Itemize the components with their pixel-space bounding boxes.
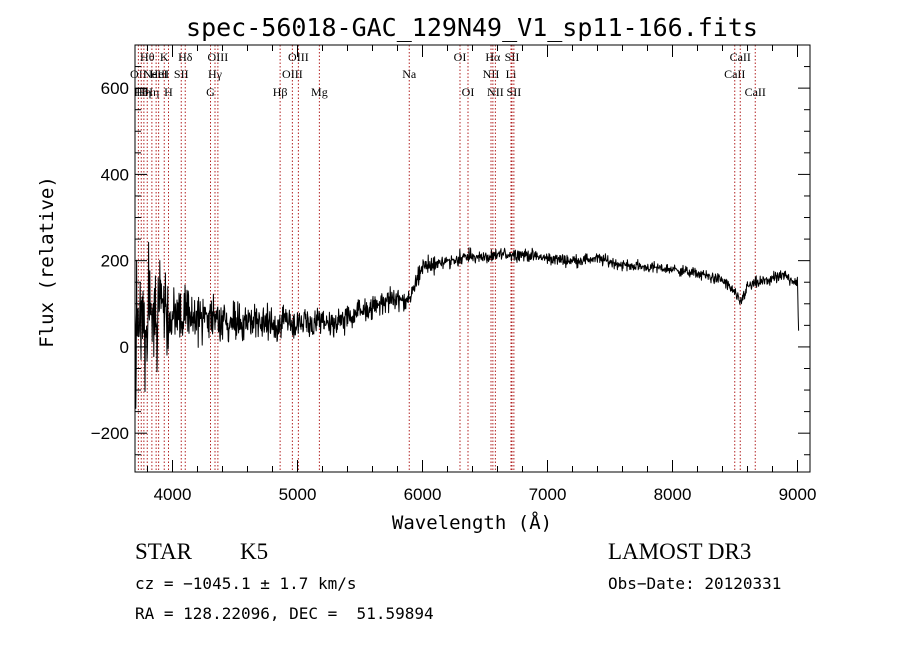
x-tick-label: 6000	[404, 485, 442, 504]
spectral-line-label: CaII	[745, 85, 766, 99]
spectral-line-label: Hη	[144, 85, 159, 99]
redshift-label: cz = −1045.1 ± 1.7 km/s	[135, 574, 357, 593]
spectral-line-label: CaII	[730, 50, 751, 64]
spectral-lines-layer: OIIHθHηHθHηNeIIIHeIKHSIIHδGHγOIIIHβOIIIO…	[130, 45, 766, 472]
spectrum-line	[134, 241, 800, 409]
spectral-line-label: HeI	[150, 67, 168, 81]
obs-date-label: Obs−Date: 20120331	[608, 574, 782, 593]
spectral-line-label: OII	[130, 67, 147, 81]
y-tick-label: −200	[91, 424, 129, 443]
x-tick-label: 8000	[654, 485, 692, 504]
spectral-line-label: G	[206, 85, 215, 99]
y-tick-label: 200	[101, 252, 129, 271]
spectral-line-label: Hα	[485, 50, 501, 64]
spectral-line-label: NII	[487, 85, 504, 99]
spectral-line-label: Hβ	[273, 85, 288, 99]
x-axis-label: Wavelength (Å)	[392, 511, 552, 534]
coordinates-label: RA = 128.22096, DEC = 51.59894	[135, 604, 434, 623]
spectral-line-label: OIII	[208, 50, 229, 64]
x-tick-label: 7000	[529, 485, 567, 504]
spectral-line-label: CaII	[724, 67, 745, 81]
y-tick-label: 600	[101, 79, 129, 98]
x-tick-label: 4000	[154, 485, 192, 504]
spectral-line-label: SII	[507, 85, 522, 99]
spectral-line-label: Li	[506, 67, 517, 81]
chart-title: spec-56018-GAC_129N49_V1_sp11-166.fits	[186, 13, 758, 42]
class-label: STAR	[135, 539, 192, 564]
y-tick-label: 0	[120, 338, 129, 357]
subclass-label: K5	[240, 539, 269, 564]
spectral-line-label: OI	[462, 85, 475, 99]
survey-label: LAMOST DR3	[608, 539, 752, 564]
spectral-line-label: Hδ	[178, 50, 193, 64]
spectral-line-label: Hγ	[208, 67, 223, 81]
spectral-line-label: SII	[174, 67, 189, 81]
x-tick-label: 9000	[779, 485, 817, 504]
spectrum-layer	[134, 241, 800, 409]
spectral-line-label: K	[160, 50, 169, 64]
spectral-line-label: OIII	[288, 50, 309, 64]
axis-ticks-layer: 4000 5000 6000 7000 8000 9000 −200 0 200 400 600	[91, 44, 817, 504]
spectral-line-label: H	[164, 85, 173, 99]
spectral-line-label: Hθ	[140, 50, 155, 64]
spectral-line-label: OI	[454, 50, 467, 64]
spectral-line-label: SII	[505, 50, 520, 64]
y-axis-label: Flux (relative)	[36, 176, 58, 348]
spectral-line-label: Na	[402, 67, 417, 81]
spectral-line-label: Mg	[311, 85, 328, 99]
y-tick-label: 400	[101, 165, 129, 184]
spectral-line-label: NII	[483, 67, 500, 81]
x-tick-label: 5000	[279, 485, 317, 504]
spectral-line-label: NeIII	[143, 67, 169, 81]
spectral-line-label: OIII	[282, 67, 303, 81]
